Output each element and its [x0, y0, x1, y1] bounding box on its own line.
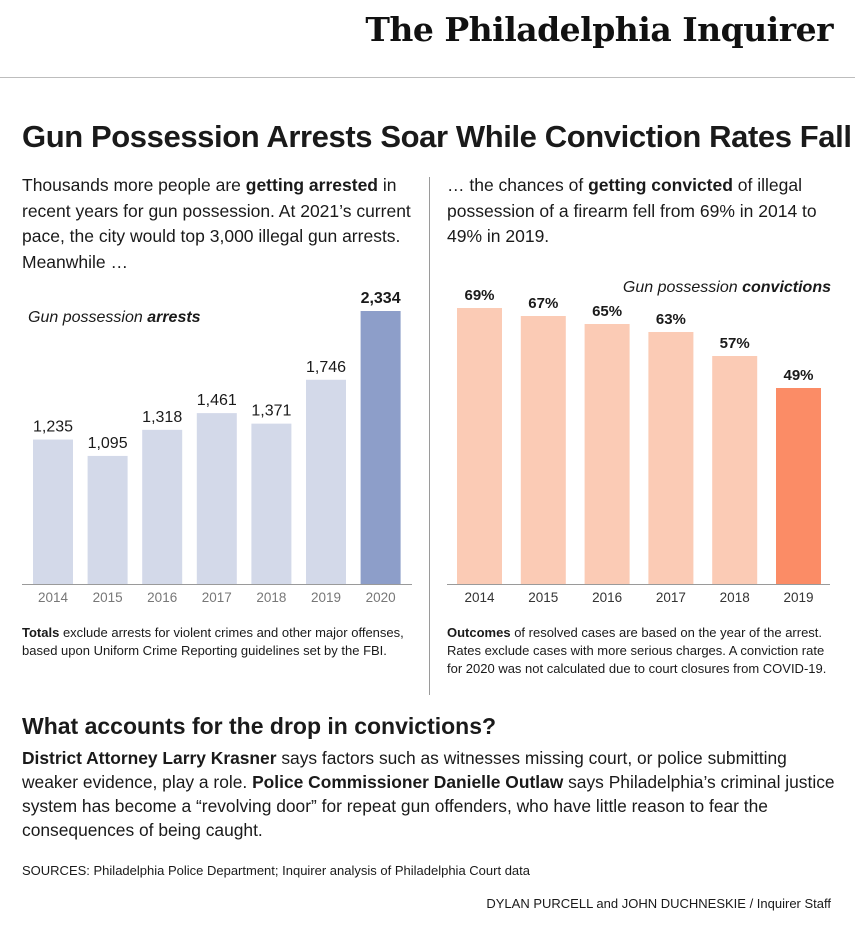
convictions-tick-label: 2014 — [464, 590, 495, 605]
convictions-value-label: 65% — [592, 303, 622, 320]
intro-right: … the chances of getting convicted of il… — [447, 173, 842, 250]
credit-line: DYLAN PURCELL and JOHN DUCHNESKIE / Inqu… — [486, 896, 831, 911]
convictions-label-bold: convictions — [742, 279, 831, 296]
bold-text-run: getting convicted — [588, 175, 733, 195]
arrests-note: Totals exclude arrests for violent crime… — [22, 624, 414, 660]
arrests-label-bold: arrests — [147, 309, 201, 326]
arrests-tick-label: 2014 — [38, 590, 69, 605]
convictions-tick-label: 2019 — [783, 590, 813, 605]
convictions-chart-label: Gun possession convictions — [623, 279, 831, 297]
convictions-bar — [584, 324, 630, 584]
arrests-bar — [251, 423, 292, 584]
convictions-value-label: 57% — [720, 335, 750, 352]
arrests-value-label: 1,235 — [33, 419, 73, 436]
convictions-bar — [712, 356, 758, 584]
text-run: of illegal possession of a firearm fell … — [447, 175, 817, 246]
arrests-tick-label: 2020 — [366, 590, 396, 605]
convictions-bar — [520, 316, 566, 584]
convictions-tick-label: 2016 — [592, 590, 622, 605]
masthead: The Philadelphia Inquirer — [0, 0, 855, 78]
text-run: exclude arrests for violent crimes and o… — [22, 625, 404, 658]
bold-text-run: Totals — [22, 625, 60, 640]
convictions-label-plain: Gun possession — [622, 279, 743, 296]
convictions-tick-label: 2017 — [656, 590, 686, 605]
subhead: What accounts for the drop in conviction… — [22, 713, 497, 739]
arrests-value-label: 1,746 — [306, 359, 346, 376]
arrests-value-label: 2,334 — [361, 290, 401, 307]
body-paragraph: District Attorney Larry Krasner says fac… — [22, 746, 837, 842]
convictions-tick-label: 2018 — [720, 590, 750, 605]
arrests-label-plain: Gun possession — [28, 309, 148, 326]
text-run: of resolved cases are based on the year … — [447, 625, 827, 676]
convictions-tick-label: 2015 — [528, 590, 558, 605]
bold-text-run: District Attorney Larry Krasner — [22, 748, 277, 768]
convictions-bar — [648, 332, 694, 584]
arrests-bar — [33, 439, 73, 584]
arrests-tick-label: 2015 — [93, 590, 123, 605]
arrests-value-label: 1,461 — [197, 392, 237, 409]
convictions-value-label: 49% — [783, 367, 813, 384]
convictions-value-label: 69% — [464, 287, 494, 304]
arrests-tick-label: 2019 — [311, 590, 341, 605]
text-run: Thousands more people are — [22, 175, 246, 195]
arrests-bar — [360, 311, 401, 584]
arrests-value-label: 1,095 — [88, 435, 128, 452]
intro-left: Thousands more people are getting arrest… — [22, 173, 414, 275]
bold-text-run: Police Commissioner Danielle Outlaw — [252, 772, 564, 792]
bold-text-run: getting arrested — [245, 175, 378, 195]
arrests-value-label: 1,318 — [142, 409, 182, 426]
text-run: … the chances of — [447, 175, 589, 195]
text-run: says Philadelphia’s criminal justice sys… — [22, 772, 835, 840]
arrests-tick-label: 2017 — [202, 590, 232, 605]
arrests-value-label: 1,371 — [251, 403, 291, 420]
headline: Gun Possession Arrests Soar While Convic… — [22, 119, 852, 154]
arrests-chart-label: Gun possession arrests — [28, 309, 201, 327]
arrests-tick-label: 2016 — [147, 590, 177, 605]
arrests-bar — [306, 379, 346, 584]
arrests-bar — [87, 455, 128, 584]
convictions-bar — [776, 388, 821, 584]
column-divider — [429, 177, 430, 695]
text-run: says factors such as witnesses missing c… — [22, 748, 787, 792]
convictions-value-label: 67% — [528, 295, 558, 312]
arrests-bar — [196, 413, 237, 584]
convictions-note: Outcomes of resolved cases are based on … — [447, 624, 842, 678]
sources-line: SOURCES: Philadelphia Police Department;… — [22, 863, 530, 878]
arrests-bar — [142, 429, 183, 584]
publication-logo: The Philadelphia Inquirer — [365, 10, 833, 49]
convictions-bar — [457, 308, 502, 584]
convictions-value-label: 63% — [656, 311, 686, 328]
bold-text-run: Outcomes — [447, 625, 511, 640]
text-run: in recent years for gun possession. At 2… — [22, 175, 411, 272]
arrests-tick-label: 2018 — [256, 590, 286, 605]
